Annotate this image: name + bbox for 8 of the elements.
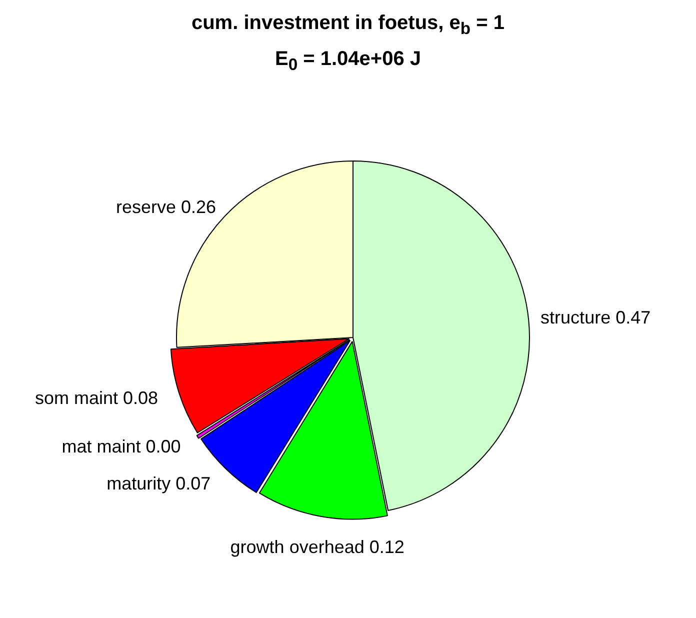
slice-label: mat maint 0.00 bbox=[62, 436, 181, 457]
slice-label: growth overhead 0.12 bbox=[230, 536, 404, 557]
chart-title: cum. investment in foetus, e$_{b}$ = 1 bbox=[190, 11, 506, 40]
slice-label: som maint 0.08 bbox=[34, 388, 158, 408]
slice-label: structure 0.47 bbox=[540, 308, 651, 328]
slice-label: maturity 0.07 bbox=[106, 473, 211, 494]
slice-label: reserve 0.26 bbox=[116, 196, 216, 217]
chart-subtitle: E$_{0}$ = 1.04e+06 J bbox=[274, 47, 422, 76]
